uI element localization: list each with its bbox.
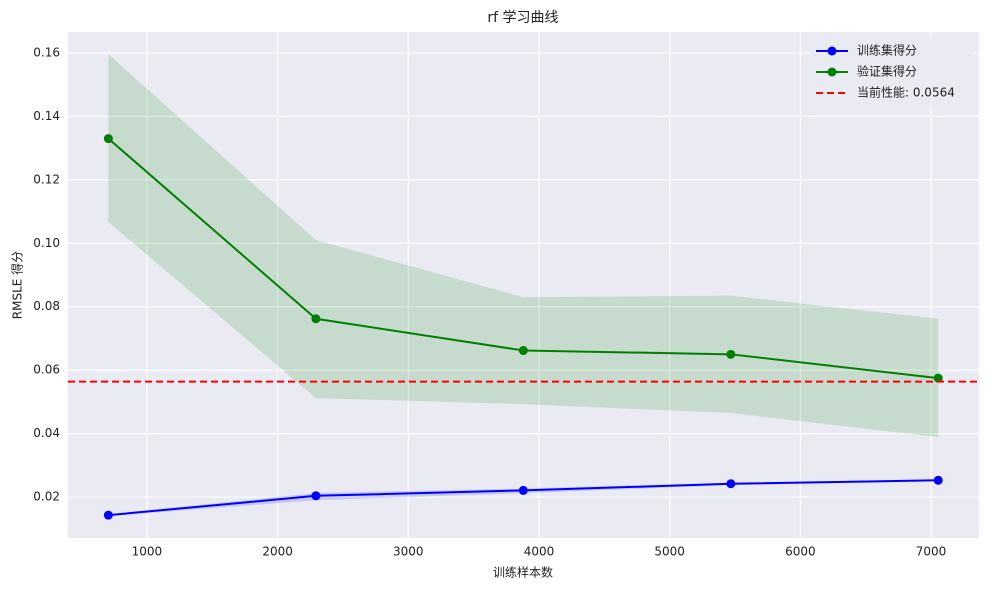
y-tick-label: 0.12 — [33, 172, 60, 186]
legend-marker — [827, 46, 837, 56]
y-tick-label: 0.10 — [33, 236, 60, 250]
y-tick-label: 0.06 — [33, 363, 60, 377]
data-point — [933, 475, 943, 485]
data-point — [518, 485, 528, 495]
data-point — [311, 314, 321, 324]
error-band — [108, 479, 939, 517]
y-tick-label: 0.04 — [33, 426, 60, 440]
x-tick-label: 7000 — [916, 545, 947, 559]
legend-label: 验证集得分 — [857, 64, 917, 79]
y-tick-label: 0.08 — [33, 299, 60, 313]
legend-label: 当前性能: 0.0564 — [857, 85, 955, 100]
y-tick-label: 0.16 — [33, 45, 60, 59]
chart-title: rf 学习曲线 — [487, 10, 558, 26]
x-axis-label: 训练样本数 — [493, 565, 553, 580]
data-point — [726, 349, 736, 359]
error-band — [108, 54, 939, 438]
data-point — [103, 134, 113, 144]
x-tick-label: 5000 — [654, 545, 685, 559]
data-point — [933, 373, 943, 383]
x-tick-label: 1000 — [132, 545, 163, 559]
data-point — [726, 479, 736, 489]
data-point — [103, 510, 113, 520]
data-point — [311, 491, 321, 501]
x-tick-label: 4000 — [524, 545, 555, 559]
legend-label: 训练集得分 — [857, 43, 917, 58]
x-tick-label: 3000 — [393, 545, 424, 559]
x-tick-label: 2000 — [262, 545, 293, 559]
x-tick-label: 6000 — [785, 545, 816, 559]
y-tick-label: 0.02 — [33, 490, 60, 504]
y-tick-label: 0.14 — [33, 109, 60, 123]
legend-marker — [827, 67, 837, 77]
y-axis-label: RMSLE 得分 — [10, 251, 25, 319]
data-point — [518, 346, 528, 356]
